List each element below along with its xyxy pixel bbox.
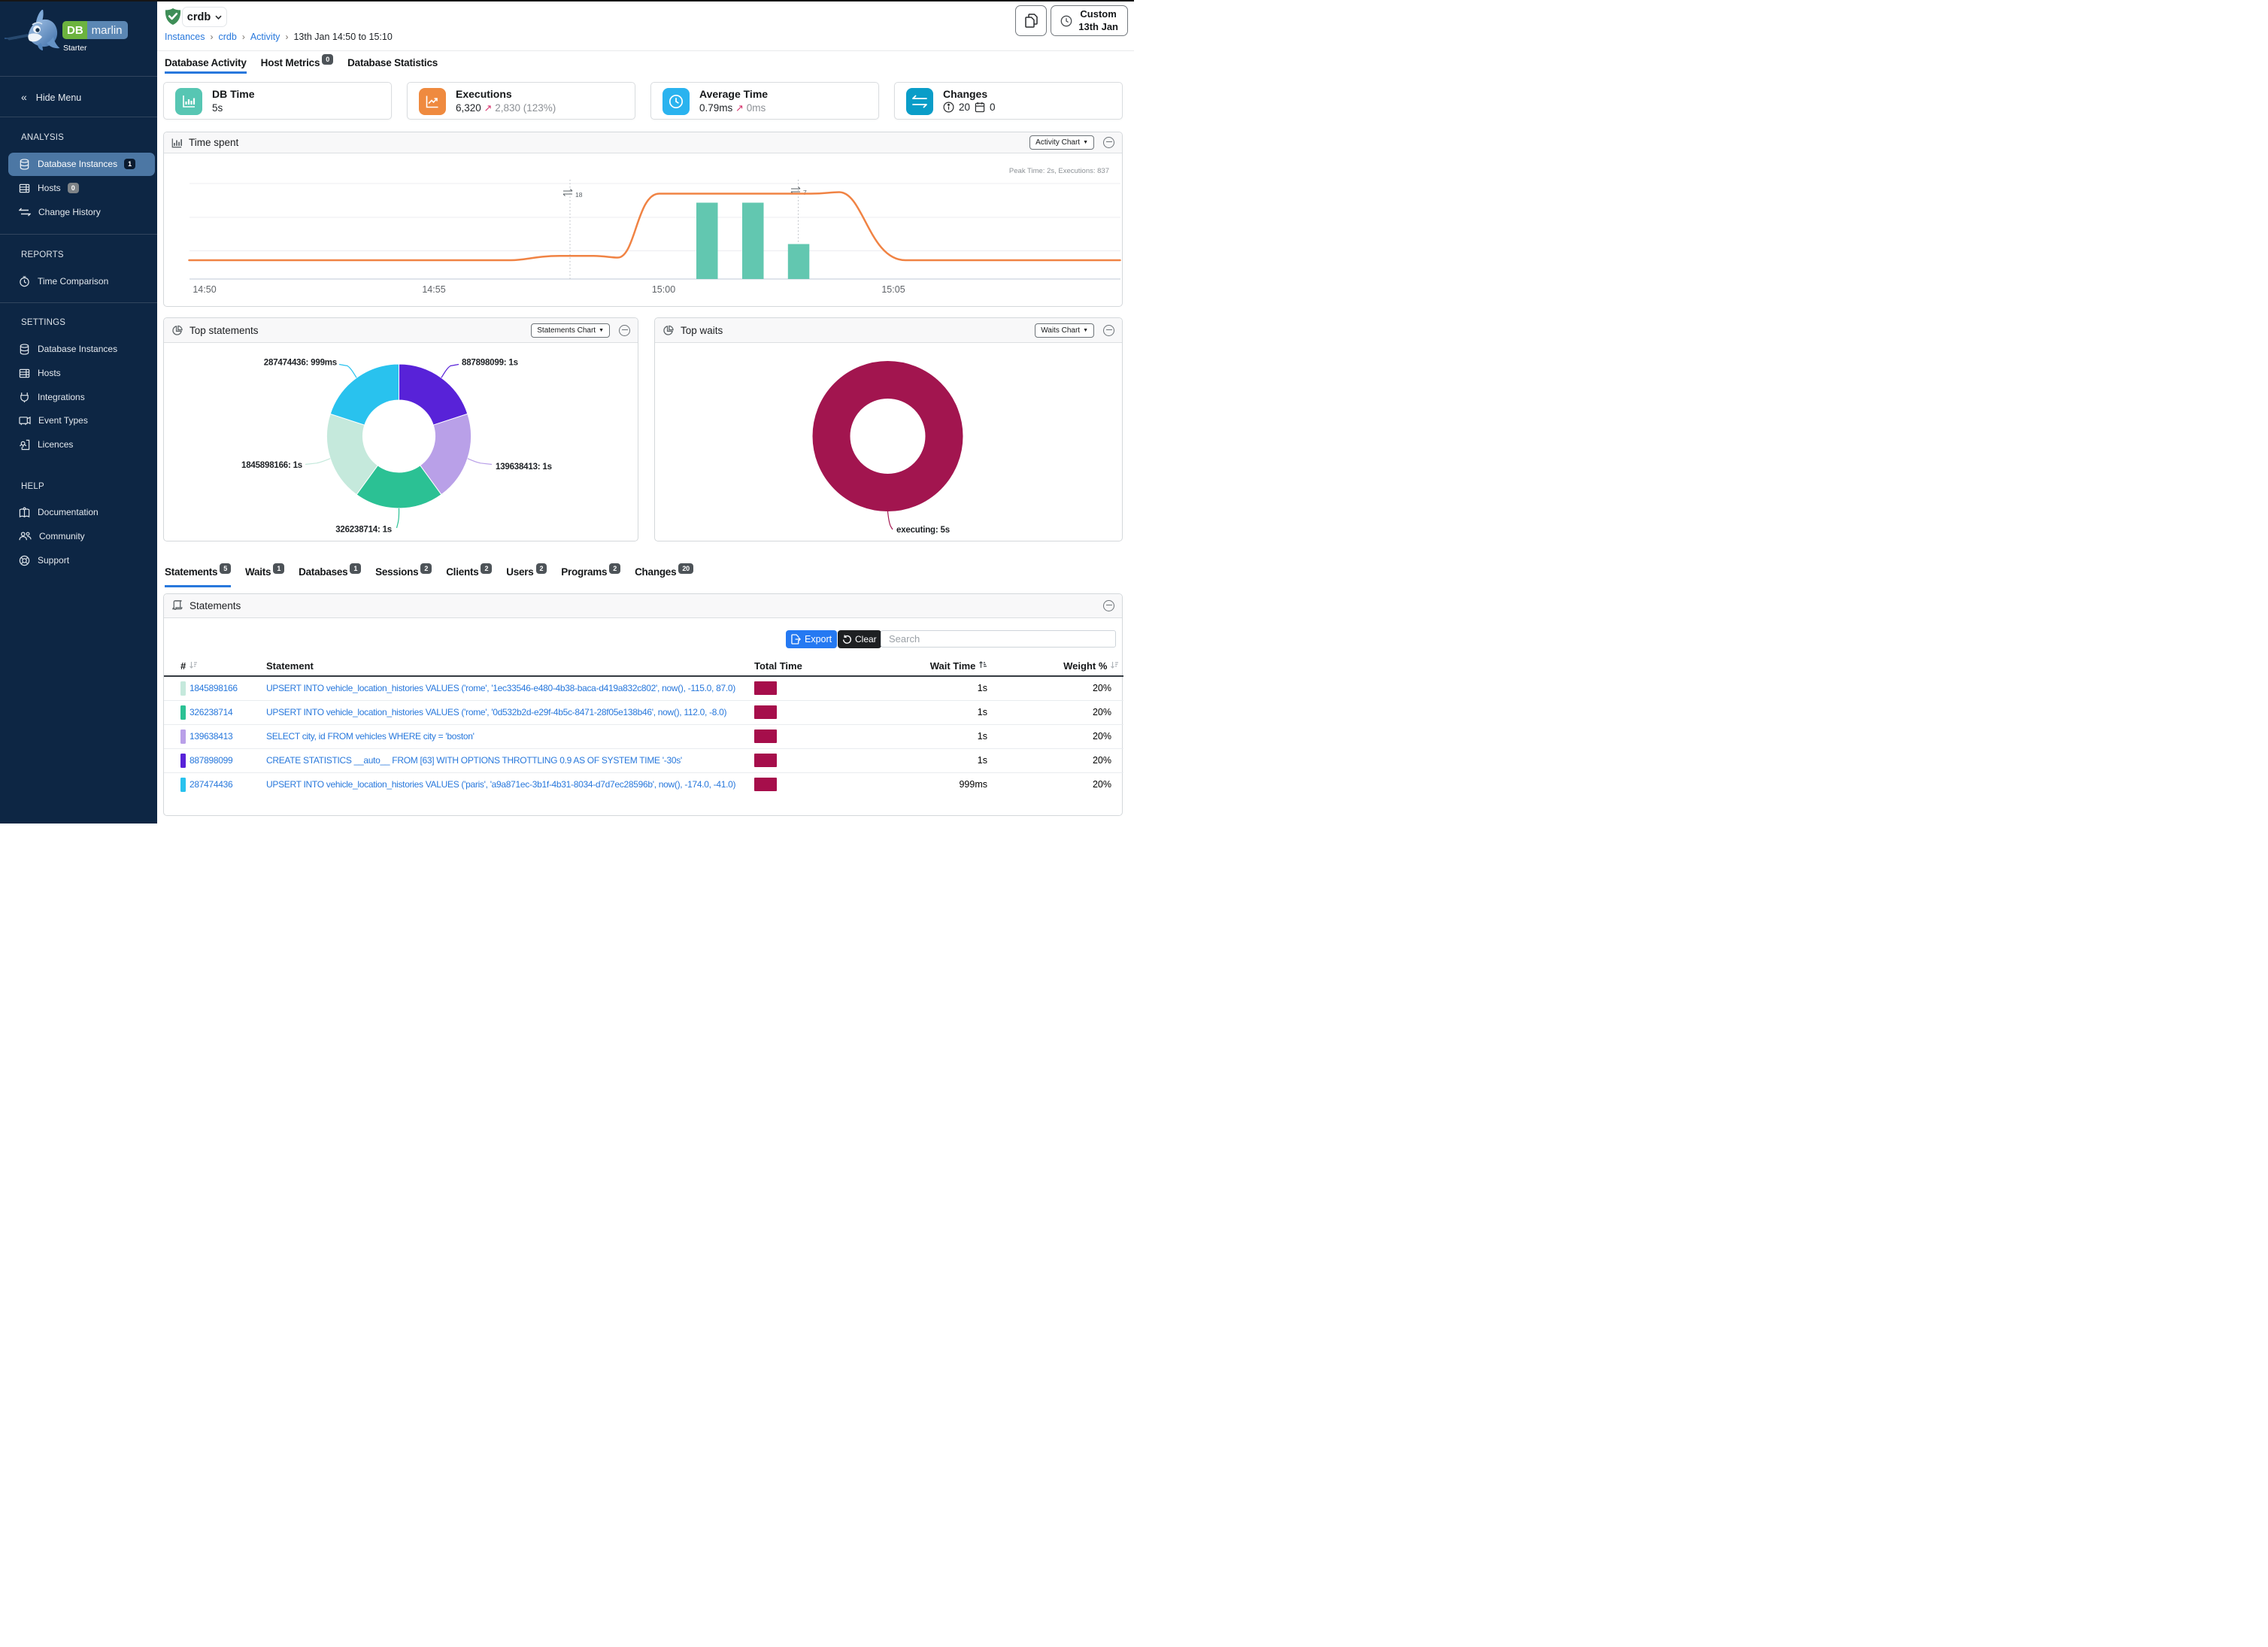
svg-text:887898099: 1s: 887898099: 1s [462,359,518,368]
svg-text:14:50: 14:50 [193,284,216,295]
svg-text:15:00: 15:00 [652,284,675,295]
svg-text:executing: 5s: executing: 5s [896,526,950,535]
svg-text:15:05: 15:05 [881,284,905,295]
svg-text:Peak Time: 2s, Executions: 837: Peak Time: 2s, Executions: 837 [1009,167,1109,175]
svg-text:14:55: 14:55 [422,284,445,295]
svg-text:7: 7 [803,189,807,196]
svg-text:18: 18 [575,191,583,199]
svg-text:1845898166: 1s: 1845898166: 1s [241,461,302,470]
svg-text:139638413: 1s: 139638413: 1s [496,463,552,472]
svg-text:287474436: 999ms: 287474436: 999ms [264,359,337,368]
svg-text:326238714: 1s: 326238714: 1s [335,526,392,535]
